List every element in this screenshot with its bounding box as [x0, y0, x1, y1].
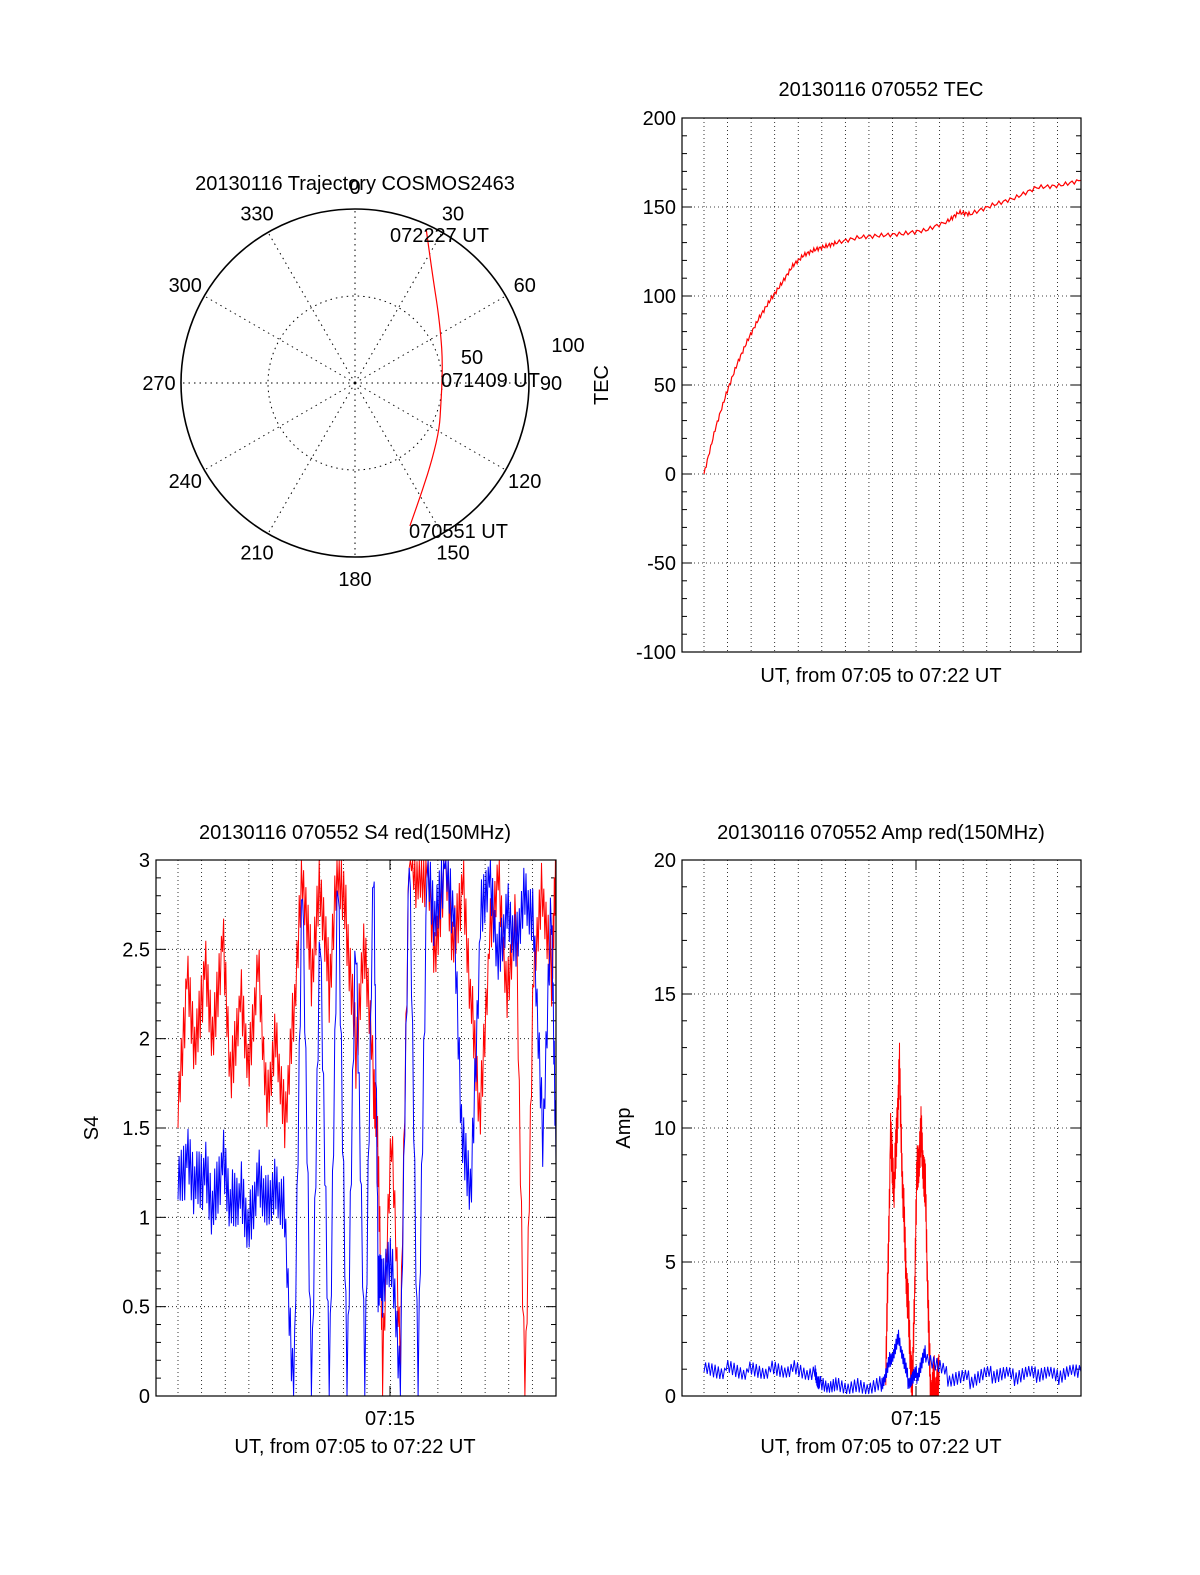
plot-frame — [681, 117, 1082, 653]
s4-x-axis-label: UT, from 07:05 to 07:22 UT — [234, 1436, 475, 1458]
grid — [682, 859, 1082, 1397]
y-tick-label: 100 — [643, 286, 676, 308]
tec-y-axis-label: TEC — [591, 365, 613, 405]
trajectory-start-label: 070551 UT — [409, 521, 508, 543]
polar-angle-label: 90 — [540, 373, 562, 395]
polar-angle-label: 270 — [142, 373, 175, 395]
y-tick-label: 0.5 — [122, 1297, 150, 1319]
polar-spoke — [267, 382, 356, 534]
series-red-line — [177, 859, 556, 1397]
y-tick-label: 0 — [139, 1386, 150, 1408]
series-red-line — [885, 1042, 940, 1397]
trajectory-end-label: 072227 UT — [390, 225, 489, 247]
polar-angle-label: 120 — [508, 471, 541, 493]
polar-radial-label: 100 — [551, 335, 584, 357]
tec-chart: 20130116 070552 TEC TEC UT, from 07:05 t… — [591, 79, 1082, 687]
polar-angle-label: 300 — [169, 275, 202, 297]
y-tick-label: 0 — [665, 1386, 676, 1408]
polar-title: 20130116 Trajectory COSMOS2463 — [195, 173, 515, 195]
y-tick-label: 5 — [665, 1252, 676, 1274]
polar-angle-label: 150 — [436, 543, 469, 565]
tec-x-axis-label: UT, from 07:05 to 07:22 UT — [760, 665, 1001, 687]
grid — [682, 117, 1082, 653]
polar-spoke — [267, 232, 356, 384]
y-tick-label: -100 — [636, 642, 676, 664]
grid — [156, 859, 557, 1397]
y-tick-label: 200 — [643, 108, 676, 130]
plot-frame — [681, 859, 1082, 1397]
polar-angle-labels: 0 30 60 90 120 150 180 210 240 270 300 330 — [142, 177, 562, 591]
plot-frame — [155, 859, 557, 1397]
y-tick-label: 20 — [654, 850, 676, 872]
s4-chart: 20130116 070552 S4 red(150MHz) S4 07:15 … — [81, 822, 557, 1458]
trajectory-mid-label: 071409 UT — [441, 370, 540, 392]
polar-angle-label: 240 — [169, 471, 202, 493]
polar-radial-labels: 50 100 — [461, 335, 585, 369]
polar-spoke — [354, 295, 506, 384]
y-tick-label: 1 — [139, 1207, 150, 1229]
polar-angle-label: 180 — [338, 569, 371, 591]
polar-radial-label: 50 — [461, 347, 483, 369]
polar-spoke — [354, 382, 506, 471]
y-tick-label: 15 — [654, 984, 676, 1006]
polar-spoke — [354, 382, 443, 534]
polar-spoke — [204, 295, 356, 384]
polar-outer-circle — [180, 208, 530, 558]
s4-title: 20130116 070552 S4 red(150MHz) — [199, 822, 511, 844]
y-tick-label: 10 — [654, 1118, 676, 1140]
polar-spoke — [204, 382, 356, 471]
amp-y-axis-label: Amp — [613, 1107, 635, 1148]
polar-angle-label: 30 — [442, 203, 464, 225]
polar-angle-label: 330 — [240, 203, 273, 225]
y-tick-label: -50 — [647, 553, 676, 575]
amp-chart: 20130116 070552 Amp red(150MHz) Amp 07:1… — [613, 822, 1082, 1458]
polar-spoke — [354, 232, 443, 384]
polar-angle-label: 60 — [514, 275, 536, 297]
polar-angle-label: 210 — [240, 543, 273, 565]
y-tick-label: 3 — [139, 850, 150, 872]
y-tick-label: 150 — [643, 197, 676, 219]
y-tick-label: 0 — [665, 464, 676, 486]
s4-x-tick-label: 07:15 — [365, 1408, 415, 1430]
polar-angle-label: 0 — [349, 177, 360, 199]
polar-trajectory-chart: 20130116 Trajectory COSMOS2463 0 30 60 90 12… — [142, 173, 584, 591]
amp-x-tick-label: 07:15 — [891, 1408, 941, 1430]
series-red-line — [703, 179, 1082, 475]
tec-title: 20130116 070552 TEC — [779, 79, 984, 101]
amp-x-axis-label: UT, from 07:05 to 07:22 UT — [760, 1436, 1001, 1458]
y-tick-label: 1.5 — [122, 1118, 150, 1140]
y-tick-label: 2 — [139, 1029, 150, 1051]
s4-y-axis-label: S4 — [81, 1116, 103, 1140]
amp-title: 20130116 070552 Amp red(150MHz) — [717, 822, 1045, 844]
y-tick-label: 50 — [654, 375, 676, 397]
trajectory-line — [409, 229, 443, 527]
series-blue-line — [703, 1329, 1082, 1395]
y-tick-label: 2.5 — [122, 939, 150, 961]
series-blue-line — [177, 859, 557, 1397]
